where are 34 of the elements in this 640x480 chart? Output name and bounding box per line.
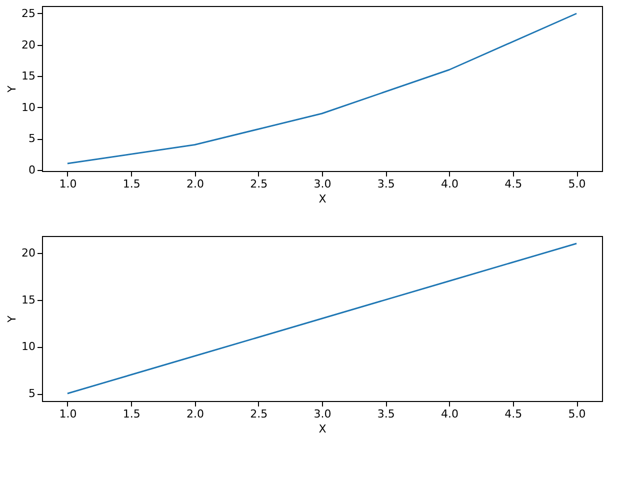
y-axis-title: Y	[6, 85, 19, 94]
y-tick-label: 5	[28, 132, 36, 145]
x-tick-label: 3.5	[377, 408, 395, 420]
y-tick-label: 20	[22, 246, 36, 260]
x-axis-title: X	[318, 192, 327, 206]
x-tick-label: 4.5	[504, 178, 522, 190]
x-tick-label: 3.0	[314, 178, 332, 190]
y-axis-title: Y	[6, 315, 19, 324]
x-tick-label: 5.0	[568, 408, 586, 420]
y-tick-label: 25	[22, 7, 36, 20]
y-tick-label: 10	[22, 100, 36, 114]
y-tick-label: 20	[22, 38, 36, 52]
y-tick-label: 15	[22, 70, 36, 82]
y-tick-label: 5	[28, 387, 36, 400]
x-tick-label: 4.0	[441, 408, 459, 420]
x-tick-label: 1.5	[122, 178, 140, 190]
y-tick-label: 0	[28, 163, 36, 176]
x-tick-label: 1.0	[59, 408, 77, 420]
x-tick-label: 3.0	[314, 408, 332, 420]
x-tick-label: 3.5	[377, 178, 395, 190]
x-tick-label: 1.5	[122, 408, 140, 420]
x-tick-label: 2.5	[250, 178, 268, 190]
y-tick-label: 15	[22, 293, 36, 306]
x-tick-label: 2.5	[250, 408, 268, 420]
x-tick-label: 5.0	[568, 178, 586, 190]
line-series	[66, 12, 578, 164]
x-tick-label: 2.0	[186, 178, 204, 190]
x-tick-label: 4.5	[504, 408, 522, 420]
x-axis-title: X	[318, 422, 327, 436]
x-tick-label: 4.0	[441, 178, 459, 190]
x-tick-label: 2.0	[186, 408, 204, 420]
line-series	[66, 242, 578, 394]
y-tick-label: 10	[22, 340, 36, 354]
x-tick-label: 1.0	[59, 178, 77, 190]
